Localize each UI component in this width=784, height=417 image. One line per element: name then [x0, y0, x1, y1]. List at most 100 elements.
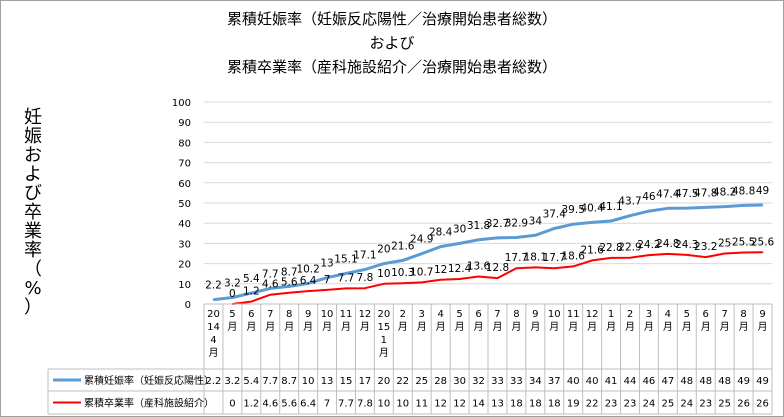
legend-label: 累積妊娠率（妊娠反応陽性） [84, 374, 214, 387]
data-point [572, 265, 574, 268]
data-label: 24.9 [410, 234, 433, 246]
data-point [458, 278, 461, 280]
data-label: 15.1 [334, 253, 357, 265]
x-tick-label: 月 [360, 321, 370, 333]
data-point [345, 287, 347, 290]
data-point [326, 289, 328, 291]
y-axis-title-char: 妊 [24, 107, 42, 128]
data-point [553, 267, 556, 270]
data-point [629, 256, 631, 259]
x-tick-label: 6 [475, 309, 481, 320]
table-value: 48 [718, 376, 731, 387]
data-label: 23.2 [694, 241, 717, 253]
data-label: 47.4 [656, 188, 680, 200]
table-value: 17 [359, 376, 372, 387]
x-tick-label: 月 [303, 321, 313, 333]
data-point [477, 238, 480, 241]
data-point [402, 282, 404, 284]
data-label: 32.7 [486, 218, 509, 230]
data-point [761, 204, 764, 206]
y-axis-title-char: 娠 [24, 126, 42, 147]
x-tick-label: 月 [398, 321, 408, 333]
data-point [420, 281, 423, 284]
table-value: 48 [699, 376, 712, 387]
table-value: 12 [434, 399, 447, 410]
data-point [610, 257, 612, 259]
x-tick-label: 10 [321, 309, 334, 320]
data-point [667, 253, 669, 255]
table-value: 4.6 [262, 399, 278, 410]
chart-title-line: 累積妊娠率（妊娠反応陽性／治療開始患者総数） [227, 10, 557, 28]
table-value: 15 [340, 376, 353, 387]
x-tick-label: 11 [567, 309, 580, 320]
data-point [307, 282, 309, 285]
data-point [231, 296, 234, 299]
table-value: 30 [453, 376, 466, 387]
data-label: 10.3 [391, 267, 414, 279]
data-point [648, 254, 650, 256]
data-point [364, 287, 366, 290]
table-value: 25 [661, 399, 674, 410]
x-tick-label: 4 [437, 309, 443, 320]
data-label: 7.8 [357, 272, 374, 284]
x-tick-label: 5 [684, 309, 690, 320]
table-value: 48 [680, 376, 693, 387]
data-point [515, 267, 518, 270]
x-tick-label: 月 [474, 321, 484, 333]
data-label: 20 [377, 244, 390, 256]
y-tick-label: 30 [178, 239, 191, 250]
data-point [250, 292, 253, 294]
x-tick-label: 6 [703, 309, 709, 320]
data-point [723, 205, 726, 208]
x-tick-label: 月 [644, 321, 654, 333]
y-axis-title-char: % [24, 278, 41, 299]
data-point [496, 277, 499, 279]
data-label: 22.9 [618, 242, 641, 254]
x-tick-label: 月 [322, 321, 332, 333]
x-tick-label: 月 [246, 321, 256, 333]
x-tick-label: 9 [532, 309, 538, 320]
table-value: 23 [624, 399, 637, 410]
table-value: 7.7 [338, 399, 354, 410]
y-tick-label: 70 [178, 159, 191, 170]
x-tick-label: 7 [267, 309, 273, 320]
data-label: 2.2 [205, 280, 222, 292]
x-tick-label: 月 [265, 321, 275, 333]
data-point [591, 221, 593, 224]
x-tick-label: 5 [229, 309, 235, 320]
data-point [704, 206, 707, 209]
x-tick-label: 月 [284, 321, 294, 333]
data-label: 5.6 [281, 277, 298, 289]
data-label: 1.2 [243, 286, 260, 298]
data-point [458, 242, 461, 245]
chart-title-line: および [369, 34, 414, 52]
data-label: 21.6 [391, 240, 415, 252]
table-value: 13 [321, 376, 334, 387]
table-value: 24 [643, 399, 656, 410]
table-value: 11 [415, 399, 428, 410]
data-point [288, 285, 291, 288]
data-label: 17.7 [543, 252, 566, 264]
x-tick-label: 月 [587, 321, 597, 333]
table-value: 2.2 [206, 376, 222, 387]
data-point [439, 245, 442, 248]
y-axis-title-char: 率 [24, 240, 42, 261]
data-point [723, 252, 726, 255]
table-value: 49 [756, 376, 769, 387]
y-tick-label: 0 [185, 300, 191, 311]
data-label: 30 [453, 223, 466, 235]
data-label: 6.4 [300, 275, 317, 287]
y-axis-title-char: び [24, 183, 42, 204]
y-tick-label: 60 [178, 179, 191, 190]
x-tick-label: 12 [586, 309, 599, 320]
x-tick-label: 月 [625, 321, 635, 333]
data-label: 32.9 [505, 218, 528, 230]
data-label: 10.2 [296, 263, 319, 275]
data-point [250, 300, 253, 303]
x-tick-label: 月 [379, 347, 389, 359]
x-tick-label: 20 [377, 309, 390, 320]
data-label: 48.2 [713, 187, 736, 199]
x-tick-label: 月 [606, 321, 616, 333]
data-point [402, 259, 404, 262]
x-tick-label: 8 [286, 309, 292, 320]
